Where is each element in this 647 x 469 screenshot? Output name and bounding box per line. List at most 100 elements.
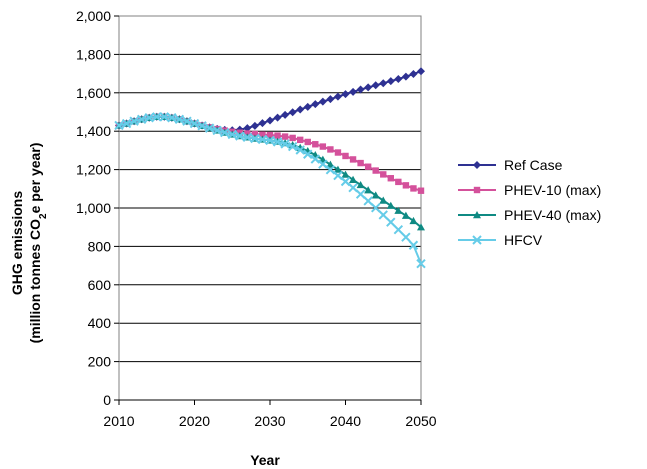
data-point xyxy=(349,175,358,183)
data-point xyxy=(340,176,351,187)
data-point xyxy=(379,196,388,204)
data-point xyxy=(258,119,267,128)
data-point xyxy=(235,131,245,141)
legend-item: Ref Case xyxy=(458,157,563,173)
data-point xyxy=(401,211,410,219)
data-point xyxy=(472,235,482,245)
y-axis-ticks: 0 200 400 600 800 1,000 1,200 1,400 1,600 1,800 2,… xyxy=(76,8,119,408)
data-point xyxy=(182,116,192,126)
data-point xyxy=(386,217,396,227)
y-tick-label: 1,200 xyxy=(76,162,111,178)
series-phev-10-max xyxy=(115,113,425,194)
data-point xyxy=(348,182,358,193)
y-tick-label: 1,400 xyxy=(76,123,111,139)
data-point xyxy=(356,85,365,94)
legend-item: PHEV-10 (max) xyxy=(458,182,601,198)
legend-label: PHEV-40 (max) xyxy=(504,207,601,223)
data-point xyxy=(259,131,266,138)
data-point xyxy=(272,137,283,147)
data-point xyxy=(114,120,124,131)
data-point xyxy=(250,133,260,144)
legend: Ref Case PHEV-10 (max) PHEV-40 (max) HFCV xyxy=(458,157,601,248)
y-tick-label: 800 xyxy=(88,238,112,254)
data-point xyxy=(401,72,410,81)
data-point xyxy=(473,161,481,169)
data-point xyxy=(333,165,342,173)
data-point xyxy=(310,154,321,164)
data-point xyxy=(318,97,327,106)
data-point xyxy=(395,178,402,186)
data-point xyxy=(379,79,388,88)
data-point xyxy=(129,116,139,126)
data-point xyxy=(410,185,417,192)
data-point xyxy=(333,92,342,101)
legend-item: HFCV xyxy=(458,232,543,248)
data-point xyxy=(355,189,366,199)
data-point xyxy=(297,136,304,144)
data-point xyxy=(281,133,289,140)
y-axis-title-line2: (million tonnes CO2e per year) xyxy=(27,143,49,344)
data-point xyxy=(409,69,418,78)
y-tick-label: 1,600 xyxy=(76,85,111,101)
x-tick-label: 2030 xyxy=(254,413,285,429)
data-point xyxy=(393,224,404,235)
data-point xyxy=(281,110,290,119)
x-tick-label: 2020 xyxy=(179,413,210,429)
y-tick-label: 200 xyxy=(88,354,112,370)
legend-label: PHEV-10 (max) xyxy=(504,182,601,198)
data-point xyxy=(227,129,237,140)
data-point xyxy=(189,118,200,129)
data-point xyxy=(349,87,358,96)
legend-label: Ref Case xyxy=(504,157,563,173)
data-point xyxy=(341,170,350,178)
y-tick-label: 2,000 xyxy=(76,8,111,24)
data-point xyxy=(265,135,275,146)
data-point xyxy=(326,95,335,104)
x-tick-label: 2040 xyxy=(330,413,361,429)
data-point xyxy=(326,160,335,168)
data-point xyxy=(295,145,305,155)
x-tick-label: 2010 xyxy=(103,413,134,429)
data-point xyxy=(402,182,410,189)
data-point xyxy=(243,124,252,133)
data-point xyxy=(408,240,419,250)
data-point xyxy=(473,186,481,194)
data-point xyxy=(288,108,297,117)
data-point xyxy=(257,134,268,145)
data-point xyxy=(144,113,154,123)
y-tick-label: 1,000 xyxy=(76,200,111,216)
y-axis-title-line1: GHG emissions xyxy=(9,191,25,295)
data-point xyxy=(342,152,349,160)
data-point xyxy=(273,113,282,122)
x-axis-title: Year xyxy=(250,452,280,468)
data-point xyxy=(312,141,319,148)
y-tick-label: 0 xyxy=(103,392,111,408)
data-point xyxy=(378,210,388,220)
legend-label: HFCV xyxy=(504,232,543,248)
data-point xyxy=(303,149,313,159)
x-axis-ticks: 2010 2020 2030 2040 2050 xyxy=(103,399,437,429)
data-point xyxy=(371,191,380,199)
data-point xyxy=(197,121,207,131)
series-ref-case xyxy=(115,67,425,135)
data-point xyxy=(387,175,394,182)
data-point xyxy=(380,171,387,178)
data-point xyxy=(349,156,357,163)
y-tick-label: 400 xyxy=(88,315,112,331)
data-point xyxy=(417,223,425,231)
data-point xyxy=(167,113,177,123)
data-point xyxy=(136,114,147,125)
data-point xyxy=(333,170,343,181)
data-point xyxy=(296,105,305,114)
data-point xyxy=(212,125,222,136)
data-point xyxy=(242,132,253,143)
data-point xyxy=(372,167,379,174)
y-tick-label: 1,800 xyxy=(76,46,111,62)
data-point xyxy=(304,138,311,146)
data-point xyxy=(386,201,395,209)
y-axis-title: GHG emissions (million tonnes CO2e per y… xyxy=(9,143,49,344)
data-point xyxy=(364,83,373,92)
data-point xyxy=(204,123,215,133)
data-point xyxy=(473,211,481,219)
data-point xyxy=(363,196,373,206)
